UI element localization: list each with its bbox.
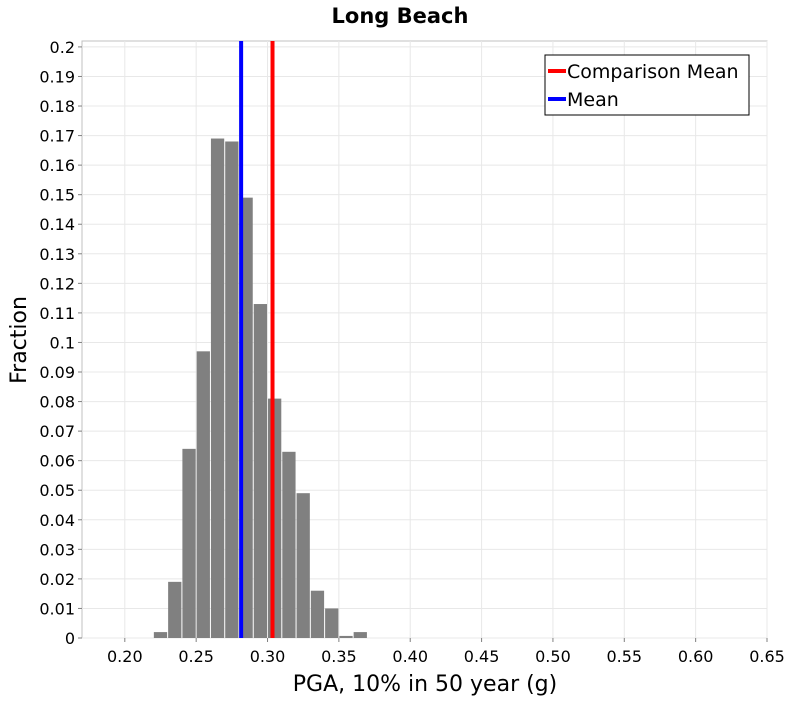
x-axis-ticks: 0.20 0.25 0.30 0.35 0.40 0.45 0.50 0.55 0.60 0.65: [107, 638, 785, 666]
y-tick-label: 0: [65, 629, 75, 648]
histogram-bar: [296, 493, 310, 638]
y-tick-label: 0.04: [39, 511, 75, 530]
y-axis-label: Fraction: [7, 296, 32, 384]
histogram-bar: [282, 451, 296, 638]
histogram-bar: [225, 141, 239, 638]
y-tick-label: 0.01: [39, 599, 75, 618]
y-tick-label: 0.14: [39, 215, 75, 234]
y-tick-label: 0.08: [39, 393, 75, 412]
y-tick-label: 0.03: [39, 540, 75, 559]
x-tick-label: 0.45: [464, 647, 500, 666]
x-tick-label: 0.35: [321, 647, 357, 666]
x-tick-label: 0.20: [107, 647, 143, 666]
x-tick-label: 0.40: [392, 647, 428, 666]
histogram-bar: [325, 608, 339, 638]
y-axis-ticks: 0 0.01 0.02 0.03 0.04 0.05 0.06 0.07 0.08 0.09 0.1…: [39, 38, 82, 648]
x-tick-label: 0.30: [250, 647, 286, 666]
y-tick-label: 0.1: [50, 333, 75, 352]
legend-label-mean: Mean: [567, 89, 619, 111]
y-tick-label: 0.11: [39, 304, 75, 323]
mean-lines: [239, 41, 275, 638]
histogram-bar: [253, 304, 268, 638]
y-tick-label: 0.02: [39, 570, 75, 589]
x-tick-label: 0.65: [749, 647, 785, 666]
x-tick-label: 0.25: [178, 647, 214, 666]
histogram-bar: [310, 590, 325, 638]
histogram-bar: [153, 632, 168, 638]
y-tick-label: 0.05: [39, 481, 75, 500]
y-tick-label: 0.16: [39, 156, 75, 175]
y-tick-label: 0.07: [39, 422, 75, 441]
x-tick-label: 0.50: [535, 647, 571, 666]
legend-label-comparison-mean: Comparison Mean: [567, 61, 739, 83]
x-axis-label: PGA, 10% in 50 year (g): [293, 672, 557, 697]
legend: Comparison Mean Mean: [544, 54, 750, 116]
y-tick-label: 0.17: [39, 127, 75, 146]
y-tick-label: 0.13: [39, 245, 75, 264]
y-tick-label: 0.19: [39, 67, 75, 86]
histogram-bar: [353, 632, 367, 638]
histogram-bar: [339, 635, 353, 638]
histogram-bar: [268, 398, 282, 638]
histogram-bar: [196, 351, 210, 638]
grid-lines: [82, 41, 768, 639]
y-tick-label: 0.18: [39, 97, 75, 116]
y-tick-label: 0.09: [39, 363, 75, 382]
y-tick-label: 0.15: [39, 186, 75, 205]
histogram-bar: [182, 448, 196, 638]
x-tick-label: 0.55: [606, 647, 642, 666]
y-tick-label: 0.2: [50, 38, 75, 57]
histogram-bar: [210, 138, 225, 638]
legend-box: [544, 54, 750, 116]
y-tick-label: 0.06: [39, 452, 75, 471]
histogram-bar: [168, 581, 182, 638]
x-tick-label: 0.60: [678, 647, 714, 666]
chart-title: Long Beach: [332, 4, 469, 28]
y-tick-label: 0.12: [39, 274, 75, 293]
